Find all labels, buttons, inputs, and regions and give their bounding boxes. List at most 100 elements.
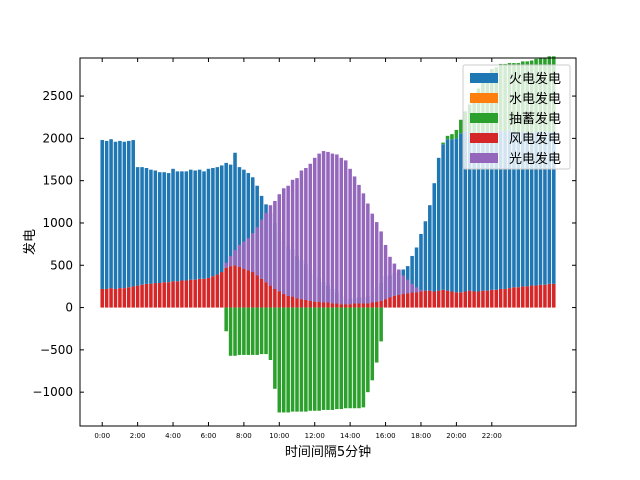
bar-wind: [335, 303, 339, 308]
bar-pumped: [445, 135, 450, 140]
bar-thermal: [467, 132, 472, 291]
bar-pumped: [339, 307, 344, 410]
bar-wind: [308, 300, 313, 308]
bar-thermal: [454, 138, 459, 293]
bar-thermal: [237, 167, 242, 267]
plot-frame: [79, 57, 577, 427]
bar-solar: [352, 176, 357, 304]
bar-wind: [370, 302, 375, 308]
bar-thermal: [498, 130, 503, 289]
bar-pumped: [228, 307, 233, 356]
bar-solar: [255, 227, 259, 276]
bar-wind: [547, 283, 552, 308]
bar-thermal: [140, 167, 144, 285]
bar-thermal: [507, 130, 512, 289]
bar-wind: [206, 277, 211, 308]
bar-wind: [326, 302, 330, 308]
bar-wind: [281, 294, 286, 308]
bar-wind: [153, 283, 158, 308]
bar-solar: [259, 219, 264, 279]
bar-solar: [374, 222, 379, 302]
bar-wind: [543, 284, 547, 308]
bar-thermal: [166, 173, 171, 283]
bar-pumped: [312, 307, 317, 411]
x-tick-label: 4:00: [165, 432, 181, 440]
bar-thermal: [127, 140, 131, 288]
bar-solar: [242, 241, 246, 269]
bar-wind: [140, 284, 144, 308]
bar-thermal: [184, 171, 189, 281]
bar-wind: [233, 265, 237, 308]
x-tick-label: 14:00: [340, 432, 360, 440]
bar-wind: [388, 297, 392, 308]
bar-wind: [521, 286, 525, 308]
bar-wind: [312, 301, 317, 308]
bar-thermal: [410, 255, 414, 293]
bar-thermal: [494, 132, 499, 290]
bar-pumped: [273, 307, 277, 389]
bar-pumped: [335, 307, 339, 410]
bar-wind: [428, 290, 432, 308]
y-tick-label: 2000: [42, 131, 73, 145]
bar-thermal: [193, 170, 197, 280]
bar-solar: [379, 231, 383, 301]
bar-wind: [277, 291, 282, 308]
axes-layer: −1000 −500 0 500 1000 1500 2000 2500 0:00 2:00 4:0…: [32, 57, 577, 440]
x-tick-label: 0:00: [94, 432, 110, 440]
bar-thermal: [441, 144, 445, 290]
bar-wind: [131, 286, 135, 308]
bar-pumped: [259, 307, 264, 355]
bar-wind: [401, 294, 406, 308]
bar-wind: [166, 282, 171, 308]
bar-wind: [295, 298, 299, 308]
bar-wind: [264, 282, 268, 308]
bar-thermal: [197, 169, 202, 279]
x-tick-label: 20:00: [446, 432, 466, 440]
bar-solar: [264, 212, 268, 283]
bar-thermal: [250, 177, 255, 273]
bar-wind: [454, 292, 459, 308]
bar-wind: [463, 291, 468, 308]
bar-solar: [273, 200, 277, 289]
bar-solar: [357, 184, 361, 304]
bar-wind: [476, 291, 481, 308]
bar-wind: [286, 295, 290, 308]
bar-thermal: [131, 140, 135, 287]
bar-pumped: [304, 307, 308, 412]
bar-thermal: [219, 165, 224, 273]
bar-solar: [388, 256, 392, 298]
bar-wind: [304, 299, 308, 308]
legend-swatch: [470, 73, 498, 83]
x-tick-label: 8:00: [236, 432, 252, 440]
x-tick-label: 12:00: [305, 432, 325, 440]
bar-wind: [374, 301, 379, 308]
bar-pumped: [454, 129, 459, 139]
bar-wind: [144, 283, 149, 308]
bar-thermal: [525, 132, 529, 287]
bar-thermal: [211, 167, 215, 277]
bar-thermal: [242, 169, 246, 269]
bar-solar: [295, 178, 299, 299]
bar-thermal: [547, 131, 552, 284]
bar-wind: [534, 285, 538, 308]
bar-pumped: [374, 307, 379, 363]
bar-solar: [326, 151, 330, 303]
bar-solar: [392, 263, 397, 296]
bar-wind: [450, 291, 454, 308]
x-tick-label: 10:00: [269, 432, 289, 440]
bar-wind: [122, 288, 127, 308]
bar-wind: [459, 292, 463, 308]
bar-thermal: [521, 131, 525, 287]
bar-thermal: [100, 140, 104, 289]
bar-pumped: [233, 307, 237, 356]
bar-solar: [410, 283, 414, 293]
bar-solar: [308, 163, 313, 301]
legend-label: 光电发电: [509, 151, 561, 167]
bar-thermal: [180, 171, 184, 281]
bar-solar: [401, 275, 406, 295]
bar-wind: [552, 283, 556, 308]
bar-wind: [432, 291, 437, 308]
bar-thermal: [202, 171, 206, 279]
bar-pumped: [459, 119, 463, 134]
